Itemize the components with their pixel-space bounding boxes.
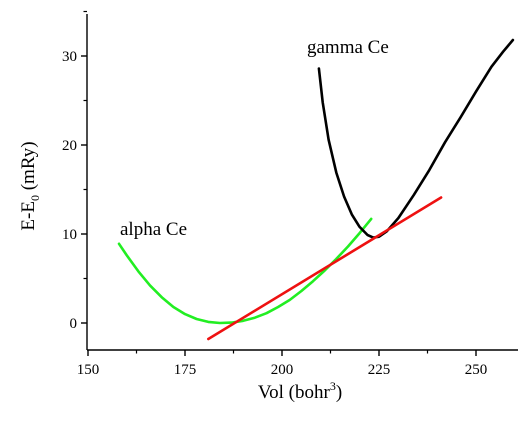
series-layer <box>117 38 515 341</box>
y-axis-ticks: 0 10 20 30 <box>62 10 87 332</box>
x-tick-label: 225 <box>368 362 391 378</box>
y-tick-label: 30 <box>62 49 77 65</box>
x-axis-title-end: ) <box>336 382 342 403</box>
x-tick-label: 200 <box>271 362 294 378</box>
x-axis-title-main: Vol (bohr <box>258 382 331 403</box>
y-tick-label: 20 <box>62 138 77 154</box>
y-axis-title: E-E0 (mRy) <box>18 141 42 230</box>
series-line-gamma-ce <box>317 38 515 239</box>
series-label-gamma-ce: gamma Ce <box>307 37 389 58</box>
x-axis-ticks: 150 175 200 225 250 <box>77 350 488 378</box>
x-tick-label: 250 <box>465 362 488 378</box>
plot-frame <box>86 14 518 351</box>
y-axis-title-main: E-E <box>18 201 39 231</box>
x-axis-title: Vol (bohr3) <box>258 379 342 403</box>
x-axis-title-sup: 3 <box>330 379 336 393</box>
series-label-alpha-ce: alpha Ce <box>120 219 187 240</box>
x-tick-label: 150 <box>77 362 100 378</box>
series-line-common-tangent <box>207 196 443 341</box>
y-tick-label: 10 <box>62 227 77 243</box>
y-tick-label: 0 <box>70 316 78 332</box>
x-tick-label: 175 <box>174 362 197 378</box>
y-axis-title-end: (mRy) <box>18 141 39 195</box>
y-axis-title-sub: 0 <box>28 195 42 201</box>
